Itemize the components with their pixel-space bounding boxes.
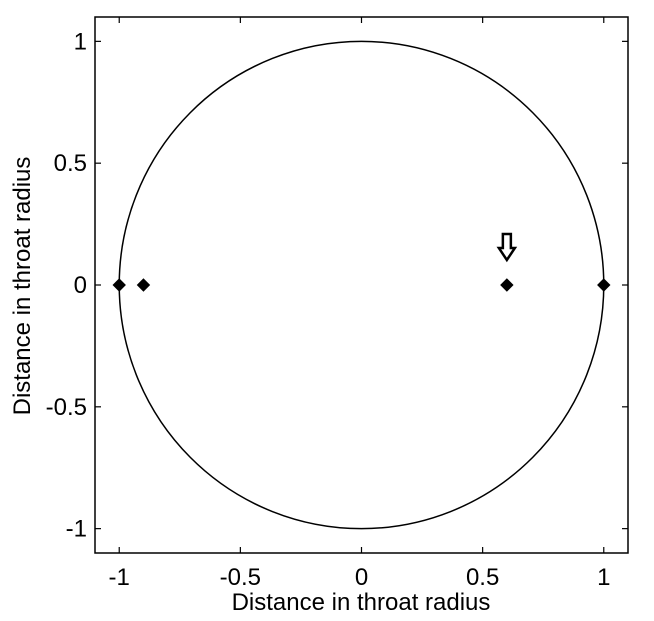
x-tick-label: 0.5 [466, 564, 499, 591]
y-tick-label: 0 [74, 272, 87, 299]
x-tick-labels: -1 -0.5 0 0.5 1 [109, 564, 611, 591]
y-tick-label: 1 [74, 28, 87, 55]
axis-ticks [95, 17, 628, 553]
down-arrow-icon [496, 232, 518, 263]
diamond-marker [112, 278, 126, 292]
x-tick-label: -0.5 [220, 564, 261, 591]
x-tick-label: -1 [109, 564, 130, 591]
y-tick-labels: -1 -0.5 0 0.5 1 [46, 28, 87, 542]
y-tick-label: -0.5 [46, 394, 87, 421]
x-tick-label: 1 [597, 564, 610, 591]
diamond-marker [597, 278, 611, 292]
y-tick-label: 0.5 [54, 150, 87, 177]
x-tick-label: 0 [355, 564, 368, 591]
y-axis-label: Distance in throat radius [9, 157, 36, 416]
arrow-shape [496, 232, 518, 263]
diamond-marker [500, 278, 514, 292]
diamond-marker [136, 278, 151, 292]
plot-frame [94, 16, 629, 554]
y-tick-label: -1 [66, 516, 87, 543]
x-axis-label: Distance in throat radius [232, 589, 491, 616]
data-points [112, 278, 611, 292]
